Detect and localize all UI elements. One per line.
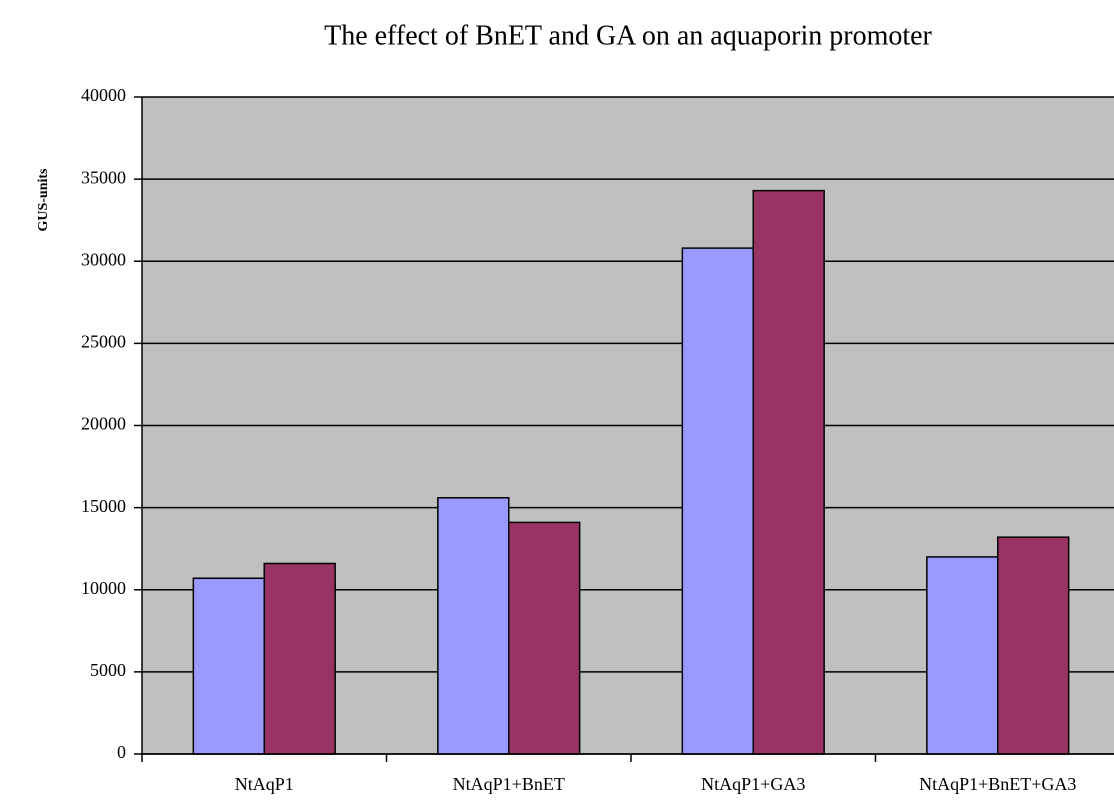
y-tick-label: 20000 (81, 414, 126, 434)
bar (681, 247, 754, 755)
bar (508, 521, 581, 755)
x-tick-label: NtAqP1+BnET+GA3 (919, 774, 1076, 794)
x-tick-label: NtAqP1+GA3 (701, 774, 805, 794)
bar (752, 189, 825, 755)
y-tick-label: 30000 (81, 249, 126, 269)
bar (437, 497, 510, 755)
y-tick-label: 25000 (81, 332, 126, 352)
y-tick-label: 10000 (81, 578, 126, 598)
y-axis-label: GUS-units (36, 168, 51, 232)
y-tick-label: 40000 (81, 85, 126, 105)
x-tick-label: NtAqP1+BnET (453, 774, 565, 794)
y-tick-label: 15000 (81, 496, 126, 516)
bar (926, 556, 999, 755)
y-tick-label: 0 (117, 742, 126, 762)
bar (263, 562, 336, 755)
bar (997, 536, 1070, 755)
y-tick-label: 35000 (81, 167, 126, 187)
y-tick-label: 5000 (90, 660, 126, 680)
chart-title: The effect of BnET and GA on an aquapori… (324, 20, 932, 51)
x-tick-label: NtAqP1 (235, 774, 294, 794)
bar (192, 577, 265, 755)
